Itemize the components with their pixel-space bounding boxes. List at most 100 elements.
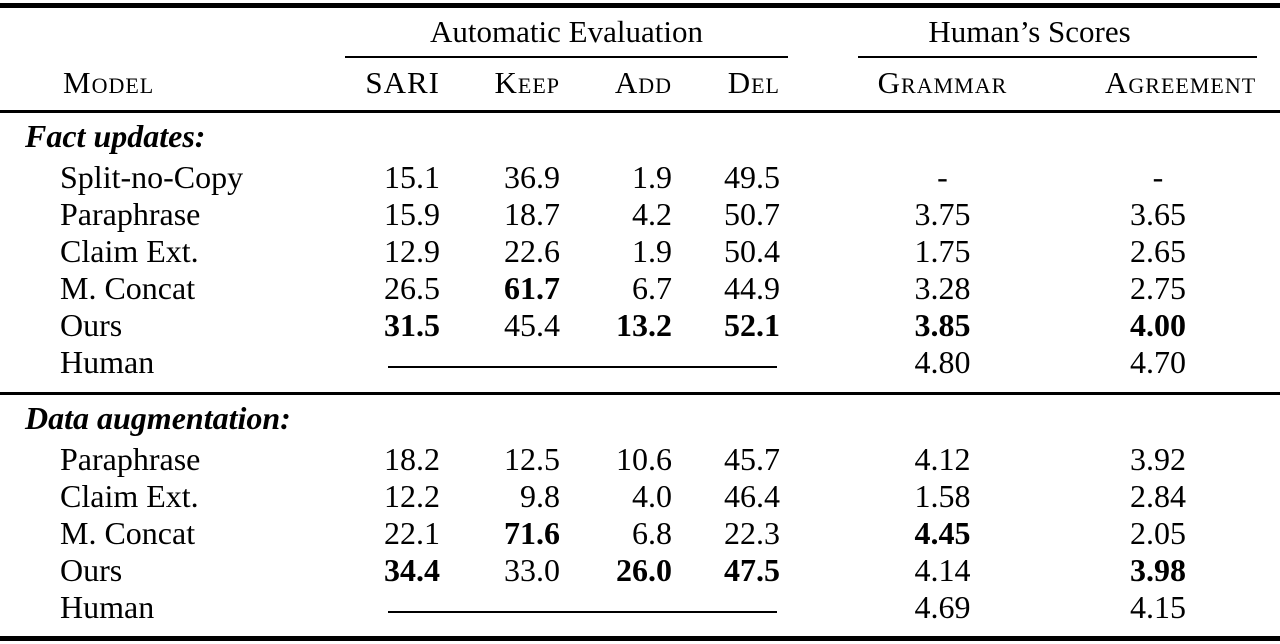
cell-sari: 34.4 (384, 552, 440, 588)
cell-del: 22.3 (724, 515, 780, 551)
cell-keep: 36.9 (504, 159, 560, 195)
group-human-scores: Human’s Scores (858, 8, 1257, 58)
cell-grammar: - (937, 159, 948, 195)
cell-model: M. Concat (60, 270, 196, 306)
cell-model: Paraphrase (60, 441, 201, 477)
cell-keep: 9.8 (520, 478, 560, 514)
group-automatic-evaluation: Automatic Evaluation (345, 8, 788, 58)
column-group-header-row: Automatic Evaluation Human’s Scores (0, 8, 1280, 58)
column-header-del: Del (727, 65, 780, 100)
cell-del: 49.5 (724, 159, 780, 195)
table-row: M. Concat 26.5 61.7 6.7 44.9 3.28 2.75 (0, 270, 1280, 307)
column-header-agreement: Agreement (1105, 65, 1257, 100)
group-automatic-evaluation-label: Automatic Evaluation (430, 14, 703, 49)
human-row-line (388, 365, 777, 368)
human-row-span-cell (345, 603, 780, 613)
column-header-model: Model (63, 65, 155, 100)
cell-sari: 12.9 (384, 233, 440, 269)
cell-model: Human (60, 589, 155, 625)
cell-keep: 45.4 (504, 307, 560, 343)
column-header-add: Add (614, 65, 672, 100)
cell-del: 50.7 (724, 196, 780, 232)
column-header-sari: SARI (365, 65, 440, 100)
cell-keep: 18.7 (504, 196, 560, 232)
section-label: Fact updates: (25, 117, 206, 154)
table-row: Paraphrase 15.9 18.7 4.2 50.7 3.75 3.65 (0, 196, 1280, 233)
cell-add: 4.0 (632, 478, 672, 514)
cell-sari: 31.5 (384, 307, 440, 343)
cell-grammar: 4.69 (914, 589, 971, 625)
cell-sari: 26.5 (384, 270, 440, 306)
cell-agreement: 2.05 (1130, 515, 1186, 551)
cell-add: 1.9 (632, 233, 672, 269)
cell-model: Claim Ext. (60, 478, 199, 514)
cell-keep: 33.0 (504, 552, 560, 588)
cell-model: Claim Ext. (60, 233, 199, 269)
cell-grammar: 4.12 (914, 441, 971, 477)
bottom-spacer (0, 626, 1280, 636)
cell-agreement: 3.65 (1130, 196, 1186, 232)
table-row: Human 4.80 4.70 (0, 344, 1280, 381)
cell-add: 4.2 (632, 196, 672, 232)
cell-keep: 12.5 (504, 441, 560, 477)
cell-agreement: 2.75 (1130, 270, 1186, 306)
cell-grammar: 3.85 (914, 307, 971, 343)
human-row-line (388, 610, 777, 613)
table-body: Fact updates: Split-no-Copy 15.1 36.9 1.9 49.… (0, 113, 1280, 626)
table-row: Claim Ext. 12.2 9.8 4.0 46.4 1.58 2.84 (0, 478, 1280, 515)
table-row: M. Concat 22.1 71.6 6.8 22.3 4.45 2.05 (0, 515, 1280, 552)
table-row: Ours 31.5 45.4 13.2 52.1 3.85 4.00 (0, 307, 1280, 344)
cell-sari: 22.1 (384, 515, 440, 551)
cell-del: 52.1 (724, 307, 780, 343)
section-divider-rule (0, 392, 1280, 395)
cell-grammar: 1.75 (914, 233, 971, 269)
section-spacer (0, 381, 1280, 392)
table-top-rule (0, 3, 1280, 8)
table-row: Human 4.69 4.15 (0, 589, 1280, 626)
cell-agreement: 2.65 (1130, 233, 1186, 269)
human-row-span-cell (345, 358, 780, 368)
cell-sari: 15.9 (384, 196, 440, 232)
cell-keep: 61.7 (504, 270, 560, 306)
cell-agreement: - (1152, 159, 1164, 195)
column-header-grammar: Grammar (877, 65, 1008, 100)
cell-model: Ours (60, 307, 123, 343)
cell-add: 6.7 (632, 270, 672, 306)
table-row: Ours 34.4 33.0 26.0 47.5 4.14 3.98 (0, 552, 1280, 589)
section-label: Data augmentation: (25, 399, 291, 436)
cell-model: Split-no-Copy (60, 159, 244, 195)
cell-del: 50.4 (724, 233, 780, 269)
cell-agreement: 3.92 (1130, 441, 1186, 477)
cell-add: 1.9 (632, 159, 672, 195)
column-header-keep: Keep (494, 65, 560, 100)
cell-grammar: 3.75 (914, 196, 971, 232)
cell-del: 47.5 (724, 552, 780, 588)
column-header-row: Model SARI Keep Add Del Grammar Agreemen… (0, 56, 1280, 110)
cell-agreement: 4.70 (1130, 344, 1186, 380)
table-row: Split-no-Copy 15.1 36.9 1.9 49.5 - - (0, 159, 1280, 196)
cell-grammar: 1.58 (914, 478, 971, 514)
cell-del: 44.9 (724, 270, 780, 306)
cell-sari: 12.2 (384, 478, 440, 514)
cell-keep: 71.6 (504, 515, 560, 551)
cell-add: 26.0 (616, 552, 672, 588)
cell-agreement: 3.98 (1130, 552, 1186, 588)
cell-grammar: 4.45 (914, 515, 971, 551)
cell-model: Paraphrase (60, 196, 201, 232)
table-bottom-rule (0, 636, 1280, 641)
cell-sari: 15.1 (384, 159, 440, 195)
cell-grammar: 3.28 (914, 270, 971, 306)
cell-grammar: 4.80 (914, 344, 971, 380)
cell-keep: 22.6 (504, 233, 560, 269)
cell-agreement: 2.84 (1130, 478, 1186, 514)
cell-model: M. Concat (60, 515, 196, 551)
cell-add: 10.6 (616, 441, 672, 477)
cell-del: 46.4 (724, 478, 780, 514)
cell-add: 13.2 (616, 307, 672, 343)
cell-sari: 18.2 (384, 441, 440, 477)
cell-model: Human (60, 344, 155, 380)
cell-agreement: 4.15 (1130, 589, 1186, 625)
cell-grammar: 4.14 (914, 552, 971, 588)
cell-agreement: 4.00 (1130, 307, 1186, 343)
